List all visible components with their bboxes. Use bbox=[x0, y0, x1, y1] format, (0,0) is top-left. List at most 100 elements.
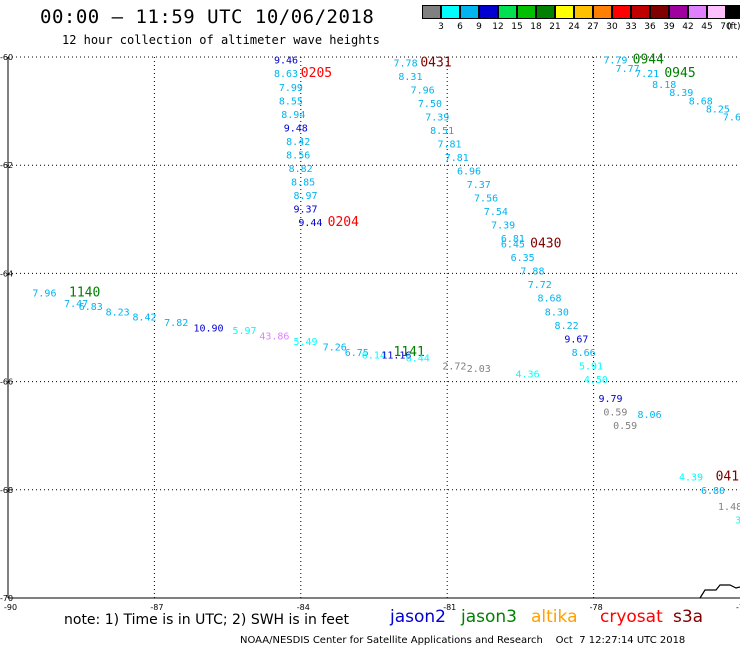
wave-height-value: 4.39 bbox=[679, 472, 703, 483]
wave-height-value: 8.51 bbox=[430, 126, 454, 137]
wave-height-value: 8.30 bbox=[545, 307, 569, 318]
wave-height-value: 8.31 bbox=[398, 72, 422, 83]
scale-swatch bbox=[612, 5, 631, 19]
scale-swatch bbox=[631, 5, 650, 19]
wave-height-value: 8.97 bbox=[293, 191, 317, 202]
wave-height-value: 7.88 bbox=[520, 267, 544, 278]
wave-height-value: 6.44 bbox=[406, 353, 430, 364]
wave-height-value: 6.81 bbox=[501, 234, 525, 245]
wave-height-value: 0.59 bbox=[603, 407, 627, 418]
scale-label: 27 bbox=[587, 22, 599, 32]
wave-height-value: 4.36 bbox=[516, 369, 540, 380]
satellite-cryosat: cryosat bbox=[600, 607, 663, 627]
wave-height-value: 7.50 bbox=[418, 99, 442, 110]
wave-height-value: 7.54 bbox=[484, 207, 508, 218]
wave-height-value: 7.77 bbox=[616, 64, 640, 75]
wave-height-value: 8.68 bbox=[537, 294, 561, 305]
lat-tick-label: -66 bbox=[0, 378, 13, 387]
pass-time-label: 041 bbox=[716, 469, 739, 484]
wave-height-value: 1.48 bbox=[718, 502, 740, 513]
lon-tick-label: -75 bbox=[736, 603, 740, 612]
pass-time-label: 0431 bbox=[420, 55, 451, 70]
wave-height-value: 8.25 bbox=[706, 104, 730, 115]
wave-height-value: 7.37 bbox=[467, 180, 491, 191]
wave-height-value: 8.42 bbox=[132, 313, 156, 324]
wave-height-value: 2.72 bbox=[442, 361, 466, 372]
wave-height-value: 7.81 bbox=[445, 153, 469, 164]
scale-label: 36 bbox=[644, 22, 656, 32]
lat-tick-label: -64 bbox=[0, 269, 13, 278]
wave-height-value: 7.99 bbox=[279, 83, 303, 94]
wave-height-value: 8.18 bbox=[652, 80, 676, 91]
wave-height-value: 6.96 bbox=[457, 167, 481, 178]
scale-label: 15 bbox=[511, 22, 523, 32]
scale-swatch bbox=[707, 5, 726, 19]
pass-time-label: 0205 bbox=[301, 66, 332, 81]
scale-swatch bbox=[555, 5, 574, 19]
wave-height-value: 4.50 bbox=[584, 375, 608, 386]
map-tick-labels: -60 -62 -64 -66 -68 -70-90 -87 -84 -81 -78 -75 bbox=[0, 53, 740, 612]
wave-height-value: 7.72 bbox=[528, 280, 552, 291]
scale-swatch bbox=[593, 5, 612, 19]
wave-height-value: 6.45 bbox=[501, 240, 525, 251]
scale-swatch bbox=[517, 5, 536, 19]
pass-time-label: 0945 bbox=[664, 66, 695, 81]
wave-height-value: 11.16 bbox=[381, 351, 411, 362]
pass-time-label: 1140 bbox=[69, 285, 100, 300]
wave-height-value: 7.39 bbox=[491, 221, 515, 232]
wave-height-value: 7.21 bbox=[635, 69, 659, 80]
pass-time-label: 1141 bbox=[394, 345, 425, 360]
wave-height-value: 8.42 bbox=[286, 137, 310, 148]
lon-tick-label: -84 bbox=[297, 603, 310, 612]
lat-tick-label: -70 bbox=[0, 594, 13, 603]
wave-height-value: 10.90 bbox=[193, 324, 223, 335]
wave-height-value: 0.59 bbox=[613, 421, 637, 432]
wave-height-value: 8.23 bbox=[106, 307, 130, 318]
wave-height-value: 8.55 bbox=[279, 96, 303, 107]
wave-height-value: 3.2 bbox=[735, 516, 740, 527]
scale-label: 12 bbox=[492, 22, 504, 32]
wave-height-value: 9.79 bbox=[598, 394, 622, 405]
wave-height-value: 7.47 bbox=[64, 299, 88, 310]
scale-label: 18 bbox=[530, 22, 542, 32]
wave-height-value: 5.97 bbox=[232, 326, 256, 337]
scale-label: 45 bbox=[701, 22, 713, 32]
wave-height-value: 8.06 bbox=[638, 410, 662, 421]
lat-tick-label: -60 bbox=[0, 53, 13, 62]
wave-height-value: 5.49 bbox=[293, 337, 317, 348]
scale-swatch bbox=[688, 5, 707, 19]
scale-swatch bbox=[669, 5, 688, 19]
scale-label: 21 bbox=[549, 22, 561, 32]
wave-height-value: 8.39 bbox=[669, 88, 693, 99]
scale-label: 42 bbox=[682, 22, 694, 32]
scale-unit: (ft) bbox=[727, 22, 740, 32]
units-note: note: 1) Time is in UTC; 2) SWH is in fe… bbox=[64, 612, 350, 628]
wave-height-value: 6.35 bbox=[511, 253, 535, 264]
wave-height-value: 7.39 bbox=[425, 113, 449, 124]
scale-label: 70 bbox=[720, 22, 732, 32]
scale-swatch bbox=[536, 5, 555, 19]
wave-height-value: 6.75 bbox=[345, 348, 369, 359]
chart-subtitle: 12 hour collection of altimeter wave hei… bbox=[62, 33, 380, 47]
wave-height-value: 8.63 bbox=[274, 69, 298, 80]
scale-swatch bbox=[498, 5, 517, 19]
wave-height-value: 9.37 bbox=[293, 204, 317, 215]
pass-time-label: 0430 bbox=[530, 237, 561, 252]
map-grid bbox=[7, 56, 740, 599]
scale-label: 30 bbox=[606, 22, 618, 32]
wave-height-value: 2.03 bbox=[467, 364, 491, 375]
wave-height-value: 7.56 bbox=[474, 194, 498, 205]
wave-height-value: 6.80 bbox=[701, 486, 725, 497]
wave-height-value: 9.48 bbox=[284, 123, 308, 134]
wave-height-value: 5.91 bbox=[579, 361, 603, 372]
wave-height-value: 6.14 bbox=[362, 351, 386, 362]
scale-label: 3 bbox=[438, 22, 444, 32]
wave-height-value: 7.78 bbox=[394, 58, 418, 69]
coastline bbox=[699, 584, 740, 599]
lon-tick-label: -81 bbox=[443, 603, 456, 612]
wave-height-value: 9.67 bbox=[564, 334, 588, 345]
footer-credit: NOAA/NESDIS Center for Satellite Applica… bbox=[240, 635, 686, 646]
lat-tick-label: -62 bbox=[0, 161, 13, 170]
wave-height-value: 8.22 bbox=[555, 321, 579, 332]
